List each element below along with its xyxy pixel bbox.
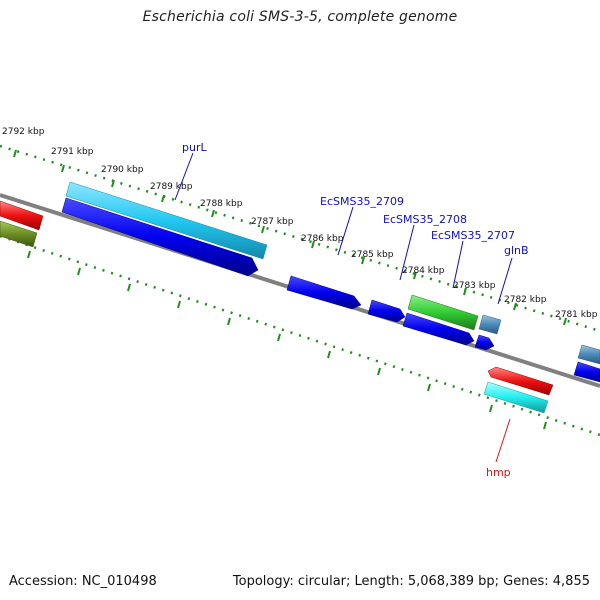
- inner-ticks: [27, 250, 547, 430]
- scale-labels: 2792 kbp 2791 kbp 2790 kbp 2789 kbp 2788…: [2, 127, 598, 320]
- gene-hmp-red: [487, 366, 554, 396]
- label-leader-glnB: [497, 257, 513, 305]
- cds-purL: [61, 197, 259, 277]
- gene-label-purL: purL: [182, 141, 207, 154]
- left-features[interactable]: [0, 200, 44, 248]
- gene-label-glnB: glnB: [504, 244, 529, 257]
- forward-features[interactable]: [65, 181, 600, 365]
- label-leader-EcSMS35_2709: [337, 206, 354, 256]
- scale-label: 2789 kbp: [150, 182, 193, 192]
- cds-EcSMS35_2707: [402, 312, 475, 346]
- gene-glnB-steel: [478, 314, 502, 335]
- scale-label: 2790 kbp: [101, 165, 144, 175]
- cds-EcSMS35_2709: [286, 275, 362, 310]
- accession-label: Accession: NC_010498: [9, 574, 157, 589]
- gene-steel-feature-right: [577, 344, 600, 365]
- gene-green-feature: [407, 294, 479, 331]
- inner-scale-line: [0, 234, 600, 437]
- scale-label: 2787 kbp: [251, 217, 294, 227]
- outer-ticks: [13, 149, 567, 326]
- page-title: Escherichia coli SMS-3-5, complete genom…: [142, 9, 458, 25]
- gene-label-EcSMS35_2707: EcSMS35_2707: [431, 229, 515, 242]
- scale-label: 2788 kbp: [200, 199, 243, 209]
- cds-right-edge: [573, 361, 600, 383]
- scale-label: 2786 kbp: [301, 234, 344, 244]
- scale-label: 2792 kbp: [2, 127, 45, 137]
- gene-label-EcSMS35_2709: EcSMS35_2709: [320, 195, 404, 208]
- scale-label: 2784 kbp: [402, 266, 445, 276]
- gene-purL-cyan: [65, 181, 268, 260]
- gene-hmp-aqua: [483, 381, 549, 414]
- scale-label: 2783 kbp: [453, 281, 496, 291]
- scale-label: 2782 kbp: [504, 295, 547, 305]
- gene-olive-left: [0, 220, 38, 248]
- reverse-features[interactable]: [483, 366, 554, 414]
- label-leader-EcSMS35_2707: [452, 240, 464, 289]
- genome-summary: Topology: circular; Length: 5,068,389 bp…: [232, 574, 590, 589]
- cds-EcSMS35_2708: [367, 299, 406, 323]
- outer-scale-line: [0, 144, 600, 333]
- label-leader-EcSMS35_2708: [399, 224, 415, 281]
- scale-label: 2785 kbp: [351, 250, 394, 260]
- label-leader-purL: [174, 152, 194, 201]
- gene-red-left: [0, 200, 44, 231]
- cds-glnB: [474, 334, 495, 351]
- scale-label: 2791 kbp: [51, 147, 94, 157]
- forward-cds[interactable]: [61, 197, 600, 383]
- scale-label: 2781 kbp: [555, 310, 598, 320]
- gene-labels[interactable]: purL EcSMS35_2709 EcSMS35_2708 EcSMS35_2…: [174, 141, 529, 479]
- gene-label-hmp: hmp: [486, 466, 511, 479]
- gene-label-EcSMS35_2708: EcSMS35_2708: [383, 213, 467, 226]
- label-leader-hmp: [495, 418, 511, 463]
